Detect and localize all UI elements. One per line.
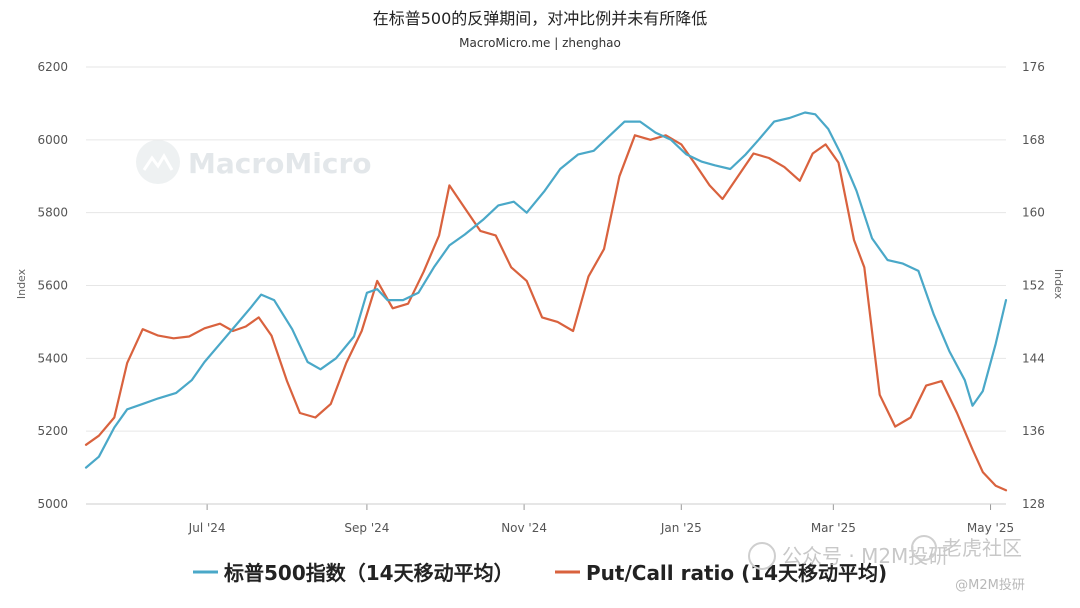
- y-right-tick-label: 176: [1022, 60, 1045, 74]
- y-left-tick-label: 5800: [37, 206, 68, 220]
- chart-title: 在标普500的反弹期间，对冲比例并未有所降低: [373, 9, 708, 28]
- y-left-tick-label: 5200: [37, 424, 68, 438]
- chart-subtitle: MacroMicro.me | zhenghao: [459, 36, 621, 50]
- y-right-tick-label: 144: [1022, 351, 1045, 365]
- y-right-tick-label: 160: [1022, 206, 1045, 220]
- y-left-tick-label: 6000: [37, 133, 68, 147]
- macromicro-watermark-text: MacroMicro: [188, 147, 372, 180]
- y-right-tick-label: 152: [1022, 279, 1045, 293]
- y-right-tick-label: 136: [1022, 424, 1045, 438]
- footer-watermark-right: 老虎社区: [942, 536, 1022, 560]
- y-left-tick-label: 6200: [37, 60, 68, 74]
- y-left-tick-label: 5000: [37, 497, 68, 511]
- y-left-axis-title: Index: [15, 268, 28, 299]
- series-line-putcall[interactable]: [84, 134, 1008, 492]
- macromicro-logo-mark: [142, 153, 174, 171]
- legend[interactable]: 标普500指数（14天移动平均） Put/Call ratio (14天移动平均…: [193, 561, 887, 585]
- x-tick-label: Nov '24: [501, 521, 547, 535]
- x-tick-label: May '25: [967, 521, 1014, 535]
- wechat-icon: [748, 542, 776, 570]
- y-right-axis-title: Index: [1052, 269, 1065, 300]
- y-right-tick-label: 128: [1022, 497, 1045, 511]
- x-tick-label: Sep '24: [344, 521, 389, 535]
- tiger-icon: [911, 535, 937, 561]
- footer-watermark-text: 公众号 · M2M投研: [782, 544, 948, 568]
- macromicro-watermark: MacroMicro: [136, 140, 372, 184]
- series-line-sp500[interactable]: [84, 111, 1008, 469]
- y-left-tick-label: 5600: [37, 279, 68, 293]
- y-right-tick-labels: 176 168 160 152 144 136 128: [1022, 60, 1045, 511]
- series-layer: [84, 111, 1008, 492]
- legend-label-putcall[interactable]: Put/Call ratio (14天移动平均): [586, 561, 887, 585]
- gridlines: [86, 66, 1006, 505]
- footer-handle: @M2M投研: [955, 577, 1025, 593]
- x-tick-labels: Jul '24 Sep '24 Nov '24 Jan '25 Mar '25 May '…: [86, 503, 1014, 535]
- legend-label-sp500[interactable]: 标普500指数（14天移动平均）: [224, 561, 514, 585]
- footer-watermark: 公众号 · M2M投研 老虎社区 @M2M投研: [748, 535, 1025, 593]
- x-tick-label: Jan '25: [660, 521, 702, 535]
- y-right-tick-label: 168: [1022, 133, 1045, 147]
- macromicro-logo-icon: [136, 140, 180, 184]
- x-tick-label: Jul '24: [188, 521, 226, 535]
- y-left-tick-label: 5400: [37, 351, 68, 365]
- x-tick-label: Mar '25: [811, 521, 856, 535]
- y-left-tick-labels: 6200 6000 5800 5600 5400 5200 5000: [37, 60, 68, 511]
